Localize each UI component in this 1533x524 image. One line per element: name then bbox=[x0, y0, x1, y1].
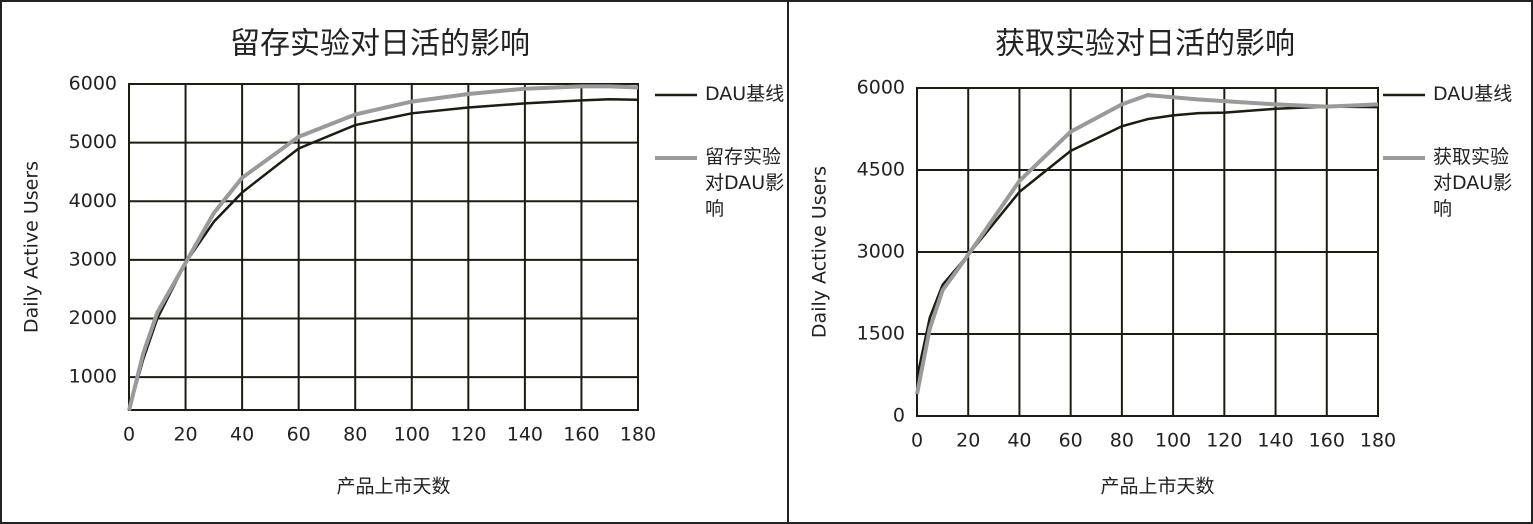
x-tick-label: 160 bbox=[1309, 430, 1345, 452]
data-line bbox=[127, 97, 639, 411]
chart-title: 获取实验对日活的影响 bbox=[995, 27, 1295, 62]
x-tick-label: 40 bbox=[1007, 430, 1031, 452]
x-tick-label: 180 bbox=[1360, 430, 1396, 452]
x-tick-label: 100 bbox=[394, 424, 430, 446]
y-tick-label: 6000 bbox=[857, 77, 905, 99]
x-tick-label: 140 bbox=[507, 424, 543, 446]
x-tick-label: 180 bbox=[620, 424, 656, 446]
x-tick-label: 120 bbox=[450, 424, 486, 446]
x-axis-label: 产品上市天数 bbox=[336, 476, 450, 498]
x-tick-label: 40 bbox=[230, 424, 254, 446]
x-tick-label: 20 bbox=[956, 430, 980, 452]
y-tick-label: 3000 bbox=[857, 241, 905, 263]
legend-label: DAU基线 bbox=[1433, 83, 1513, 105]
y-tick-label: 3000 bbox=[69, 248, 117, 270]
x-tick-label: 140 bbox=[1257, 430, 1293, 452]
legend-label-box: DAU基线 bbox=[705, 83, 785, 105]
x-tick-label: 60 bbox=[1059, 430, 1083, 452]
x-tick-label: 80 bbox=[1110, 430, 1134, 452]
x-tick-label: 80 bbox=[343, 424, 367, 446]
legend-label-box: DAU基线 bbox=[1433, 83, 1513, 105]
x-tick-label: 0 bbox=[911, 430, 923, 452]
data-line bbox=[915, 93, 1379, 395]
chart-title: 留存实验对日活的影响 bbox=[230, 27, 530, 62]
x-tick-label: 20 bbox=[173, 424, 197, 446]
legend-label-box: 获取实验对DAU影响 bbox=[1433, 146, 1513, 220]
legend-label: DAU基线 bbox=[705, 83, 785, 105]
y-tick-label: 5000 bbox=[69, 131, 117, 153]
plot-frame bbox=[916, 87, 1379, 417]
y-axis-label: Daily Active Users bbox=[21, 161, 43, 333]
y-tick-label: 1500 bbox=[857, 323, 905, 345]
y-tick-label: 2000 bbox=[69, 307, 117, 329]
legend-label: 留存实验对DAU影响 bbox=[705, 146, 785, 220]
y-tick-label: 4500 bbox=[857, 159, 905, 181]
plot-frame bbox=[128, 83, 639, 411]
y-tick-label: 4000 bbox=[69, 190, 117, 212]
legend-label: 获取实验对DAU影响 bbox=[1433, 146, 1513, 220]
x-axis-label: 产品上市天数 bbox=[1100, 476, 1214, 498]
legend-label-box: 留存实验对DAU影响 bbox=[705, 146, 785, 220]
y-axis-label: Daily Active Users bbox=[809, 166, 831, 338]
x-tick-label: 120 bbox=[1206, 430, 1242, 452]
x-tick-label: 0 bbox=[123, 424, 135, 446]
y-tick-label: 0 bbox=[893, 405, 905, 427]
y-tick-label: 6000 bbox=[69, 73, 117, 95]
data-line bbox=[915, 105, 1379, 378]
data-line bbox=[127, 84, 639, 412]
x-tick-label: 160 bbox=[563, 424, 599, 446]
x-tick-label: 100 bbox=[1155, 430, 1191, 452]
y-tick-label: 1000 bbox=[69, 366, 117, 388]
x-tick-label: 60 bbox=[287, 424, 311, 446]
